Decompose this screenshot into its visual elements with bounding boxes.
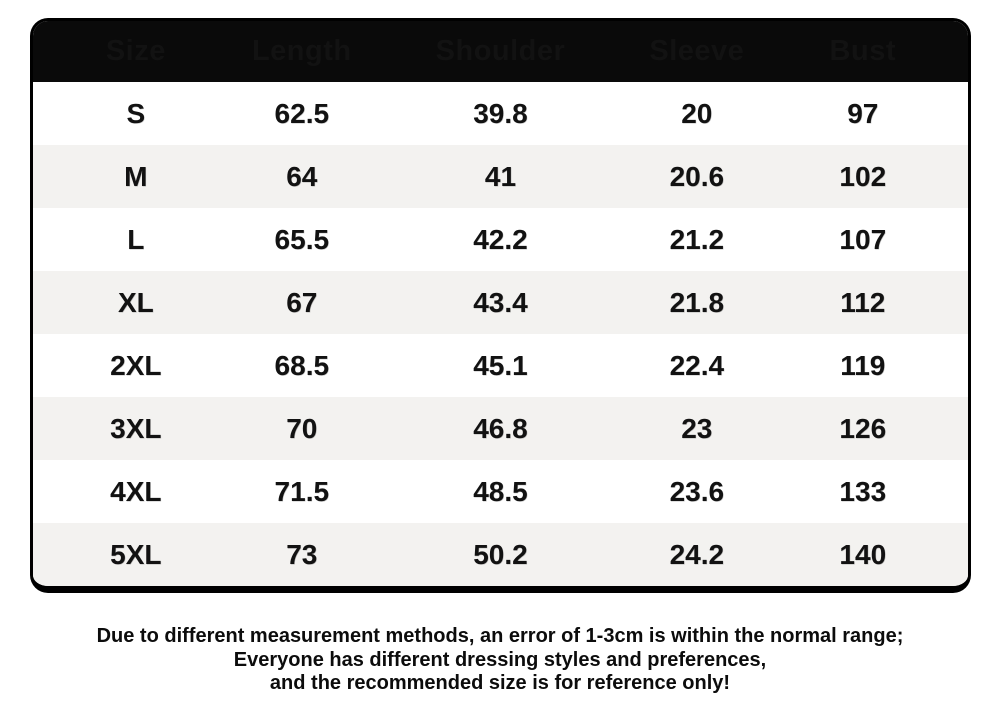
table-row: 5XL 73 50.2 24.2 140 [33,523,968,586]
disclaimer-line-1: Due to different measurement methods, an… [96,625,904,647]
header-cell-length: Length [251,35,352,67]
table-body: S 62.5 39.8 20 97 M 64 41 20.6 102 L 65.… [33,82,968,586]
table-row: 4XL 71.5 48.5 23.6 133 [33,460,968,523]
table-cell-length: 62.5 [274,97,330,129]
table-cell-shoulder: 43.4 [473,286,528,318]
disclaimer-line-2: Everyone has different dressing styles a… [233,648,767,671]
table-cell-shoulder: 48.5 [473,475,528,507]
table-cell-sleeve: 24.2 [669,538,725,570]
table-cell-bust: 126 [839,412,887,444]
table-cell-bust: 112 [840,286,886,318]
table-cell-length: 65.5 [274,223,330,255]
table-cell-size: 3XL [110,412,162,444]
table-cell-bust: 140 [839,538,887,570]
table-row: 3XL 70 46.8 23 126 [33,397,968,460]
table-cell-shoulder: 45.1 [473,349,528,381]
table-cell-bust: 133 [839,475,887,507]
table-row: XL 67 43.4 21.8 112 [33,271,968,334]
table-cell-length: 73 [286,538,318,570]
table-cell-shoulder: 41 [484,160,517,192]
table-cell-shoulder: 46.8 [473,412,528,444]
table-row: S 62.5 39.8 20 97 [33,82,968,145]
table-cell-size: 4XL [110,475,162,507]
table-cell-length: 67 [286,286,318,318]
table-cell-sleeve: 23.6 [669,475,725,507]
table-cell-bust: 97 [847,97,879,129]
header-cell-shoulder: Shoulder [435,35,566,67]
table-cell-sleeve: 22.4 [669,349,725,381]
table-cell-sleeve: 20.6 [669,160,725,192]
table-cell-shoulder: 50.2 [473,538,528,570]
table-cell-sleeve: 21.2 [669,223,725,255]
table-cell-length: 64 [286,160,318,192]
table-cell-sleeve: 20 [681,97,713,129]
table-cell-size: M [124,160,148,192]
table-cell-shoulder: 42.2 [473,223,528,255]
size-table: Size Length Shoulder Sleeve Bust S 62.5 … [30,18,971,593]
header-cell-bust: Bust [829,35,896,67]
disclaimer-text: Due to different measurement methods, an… [0,625,1000,696]
table-cell-sleeve: 21.8 [669,286,725,318]
disclaimer-line-3: and the recommended size is for referenc… [269,672,731,694]
table-row: 2XL 68.5 45.1 22.4 119 [33,334,968,397]
table-cell-sleeve: 23 [681,412,713,444]
table-cell-size: L [127,223,145,255]
table-cell-bust: 119 [840,349,886,381]
table-cell-size: 2XL [110,349,162,381]
table-cell-length: 68.5 [274,349,330,381]
header-cell-sleeve: Sleeve [649,35,745,67]
table-cell-length: 71.5 [274,475,330,507]
table-cell-bust: 102 [839,160,887,192]
table-cell-shoulder: 39.8 [473,97,528,129]
table-row: M 64 41 20.6 102 [33,145,968,208]
size-chart: Size Length Shoulder Sleeve Bust S 62.5 … [30,18,971,593]
table-header-row: Size Length Shoulder Sleeve Bust [33,21,968,82]
table-row: L 65.5 42.2 21.2 107 [33,208,968,271]
header-cell-size: Size [105,35,166,67]
table-cell-size: 5XL [110,538,162,570]
table-cell-size: XL [117,286,154,318]
table-cell-size: S [126,97,146,129]
table-cell-length: 70 [286,412,318,444]
table-cell-bust: 107 [839,223,887,255]
